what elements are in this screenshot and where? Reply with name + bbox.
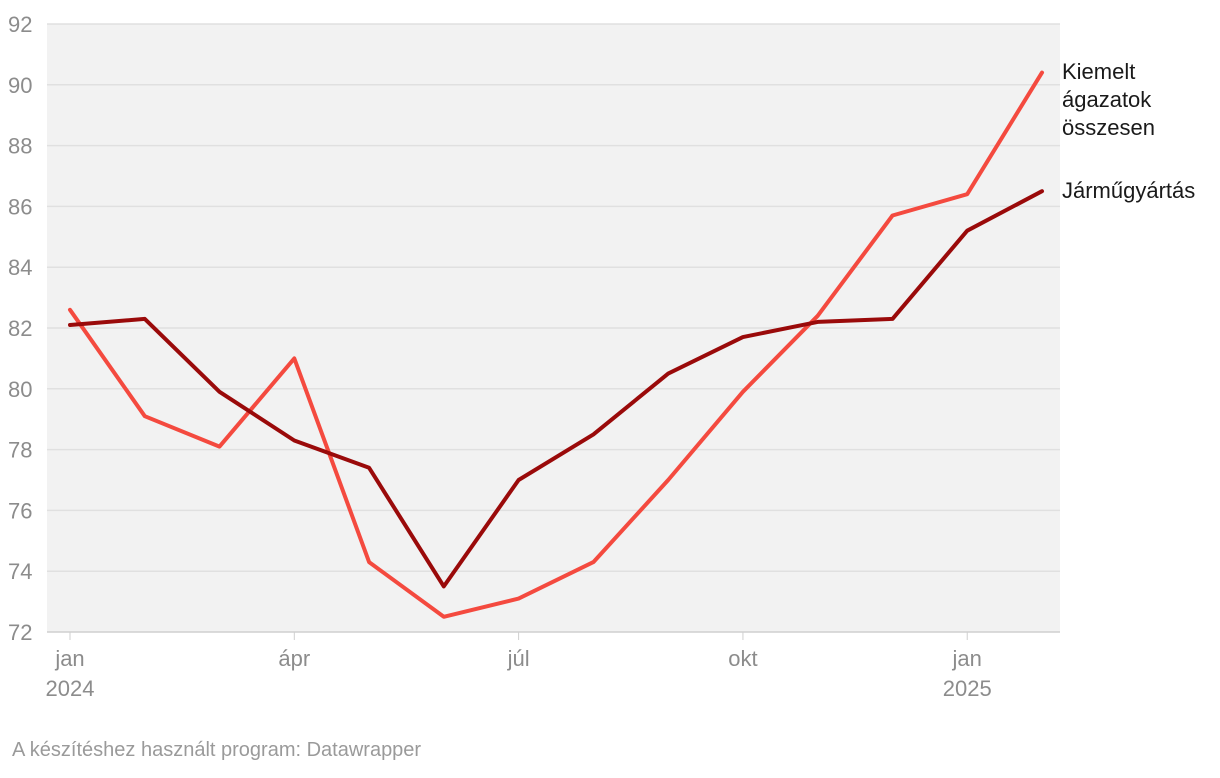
- x-tick-label: jan: [952, 646, 982, 671]
- y-tick-label: 88: [8, 134, 32, 159]
- y-tick-label: 78: [8, 438, 32, 463]
- y-axis-ticks: 72 74 76 78 80 82 84 86 88 90 92: [8, 12, 32, 645]
- x-tick-year-label: 2024: [46, 676, 95, 701]
- series-line-jarmugyartas: [68, 189, 1044, 589]
- series-label-line: ágazatok: [1062, 87, 1152, 112]
- series-label-line: összesen: [1062, 115, 1155, 140]
- y-tick-label: 92: [8, 12, 32, 37]
- x-tick-year-label: 2025: [943, 676, 992, 701]
- footer-credit: A készítéshez használt program: Datawrap…: [12, 739, 422, 761]
- series-label: Kiemelt ágazatok összesen: [1062, 59, 1155, 140]
- gridlines: [47, 23, 1060, 633]
- x-tick-label: okt: [728, 646, 757, 671]
- y-tick-label: 82: [8, 316, 32, 341]
- series-label-line: Járműgyártás: [1062, 178, 1195, 203]
- y-tick-label: 74: [8, 559, 32, 584]
- y-tick-label: 86: [8, 194, 32, 219]
- y-tick-label: 84: [8, 255, 32, 280]
- x-axis-ticks: jan 2024 ápr júl okt jan 2025: [46, 632, 992, 701]
- x-tick-label: júl: [507, 646, 530, 671]
- series-label: Járműgyártás: [1062, 178, 1195, 203]
- series-lines: [68, 70, 1044, 619]
- y-tick-label: 80: [8, 377, 32, 402]
- series-labels: Kiemelt ágazatok összesen Járműgyártás: [1062, 59, 1195, 203]
- y-tick-label: 76: [8, 498, 32, 523]
- series-label-line: Kiemelt: [1062, 59, 1135, 84]
- series-line-kiemelt-agazatok: [68, 70, 1044, 619]
- x-tick-label: ápr: [278, 646, 310, 671]
- y-tick-label: 72: [8, 620, 32, 645]
- x-tick-label: jan: [54, 646, 84, 671]
- y-tick-label: 90: [8, 73, 32, 98]
